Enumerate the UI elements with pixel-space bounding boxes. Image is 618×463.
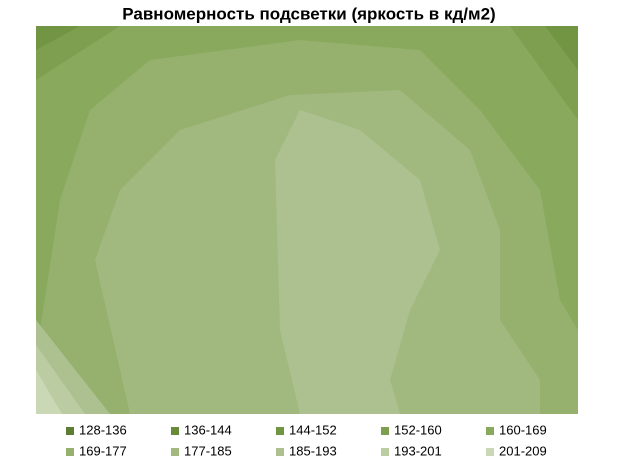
contour-band	[36, 26, 120, 80]
contour-band	[545, 26, 578, 70]
contour-band	[36, 370, 62, 414]
legend-swatch	[381, 448, 389, 456]
legend-swatch	[276, 448, 284, 456]
legend-label: 144-152	[289, 422, 337, 437]
contour-band	[36, 26, 80, 50]
legend-label: 169-177	[79, 443, 127, 458]
legend: 128-136 136-144 144-152 152-160 160-169 169-1…	[66, 422, 547, 458]
legend-label: 152-160	[394, 422, 442, 437]
legend-swatch	[486, 427, 494, 435]
contour-band	[275, 110, 440, 414]
legend-label: 136-144	[184, 422, 232, 437]
chart-title: Равномерность подсветки (яркость в кд/м2…	[122, 4, 495, 23]
legend-swatch	[66, 427, 74, 435]
legend-swatch	[276, 427, 284, 435]
legend-swatch	[381, 427, 389, 435]
legend-swatch	[486, 448, 494, 456]
legend-label: 128-136	[79, 422, 127, 437]
legend-label: 160-169	[499, 422, 547, 437]
legend-label: 177-185	[184, 443, 232, 458]
plot-area	[36, 26, 578, 414]
legend-label: 201-209	[499, 443, 547, 458]
legend-swatch	[66, 448, 74, 456]
legend-swatch	[171, 427, 179, 435]
legend-label: 185-193	[289, 443, 337, 458]
legend-swatch	[171, 448, 179, 456]
contour-band	[510, 26, 578, 120]
legend-label: 193-201	[394, 443, 442, 458]
